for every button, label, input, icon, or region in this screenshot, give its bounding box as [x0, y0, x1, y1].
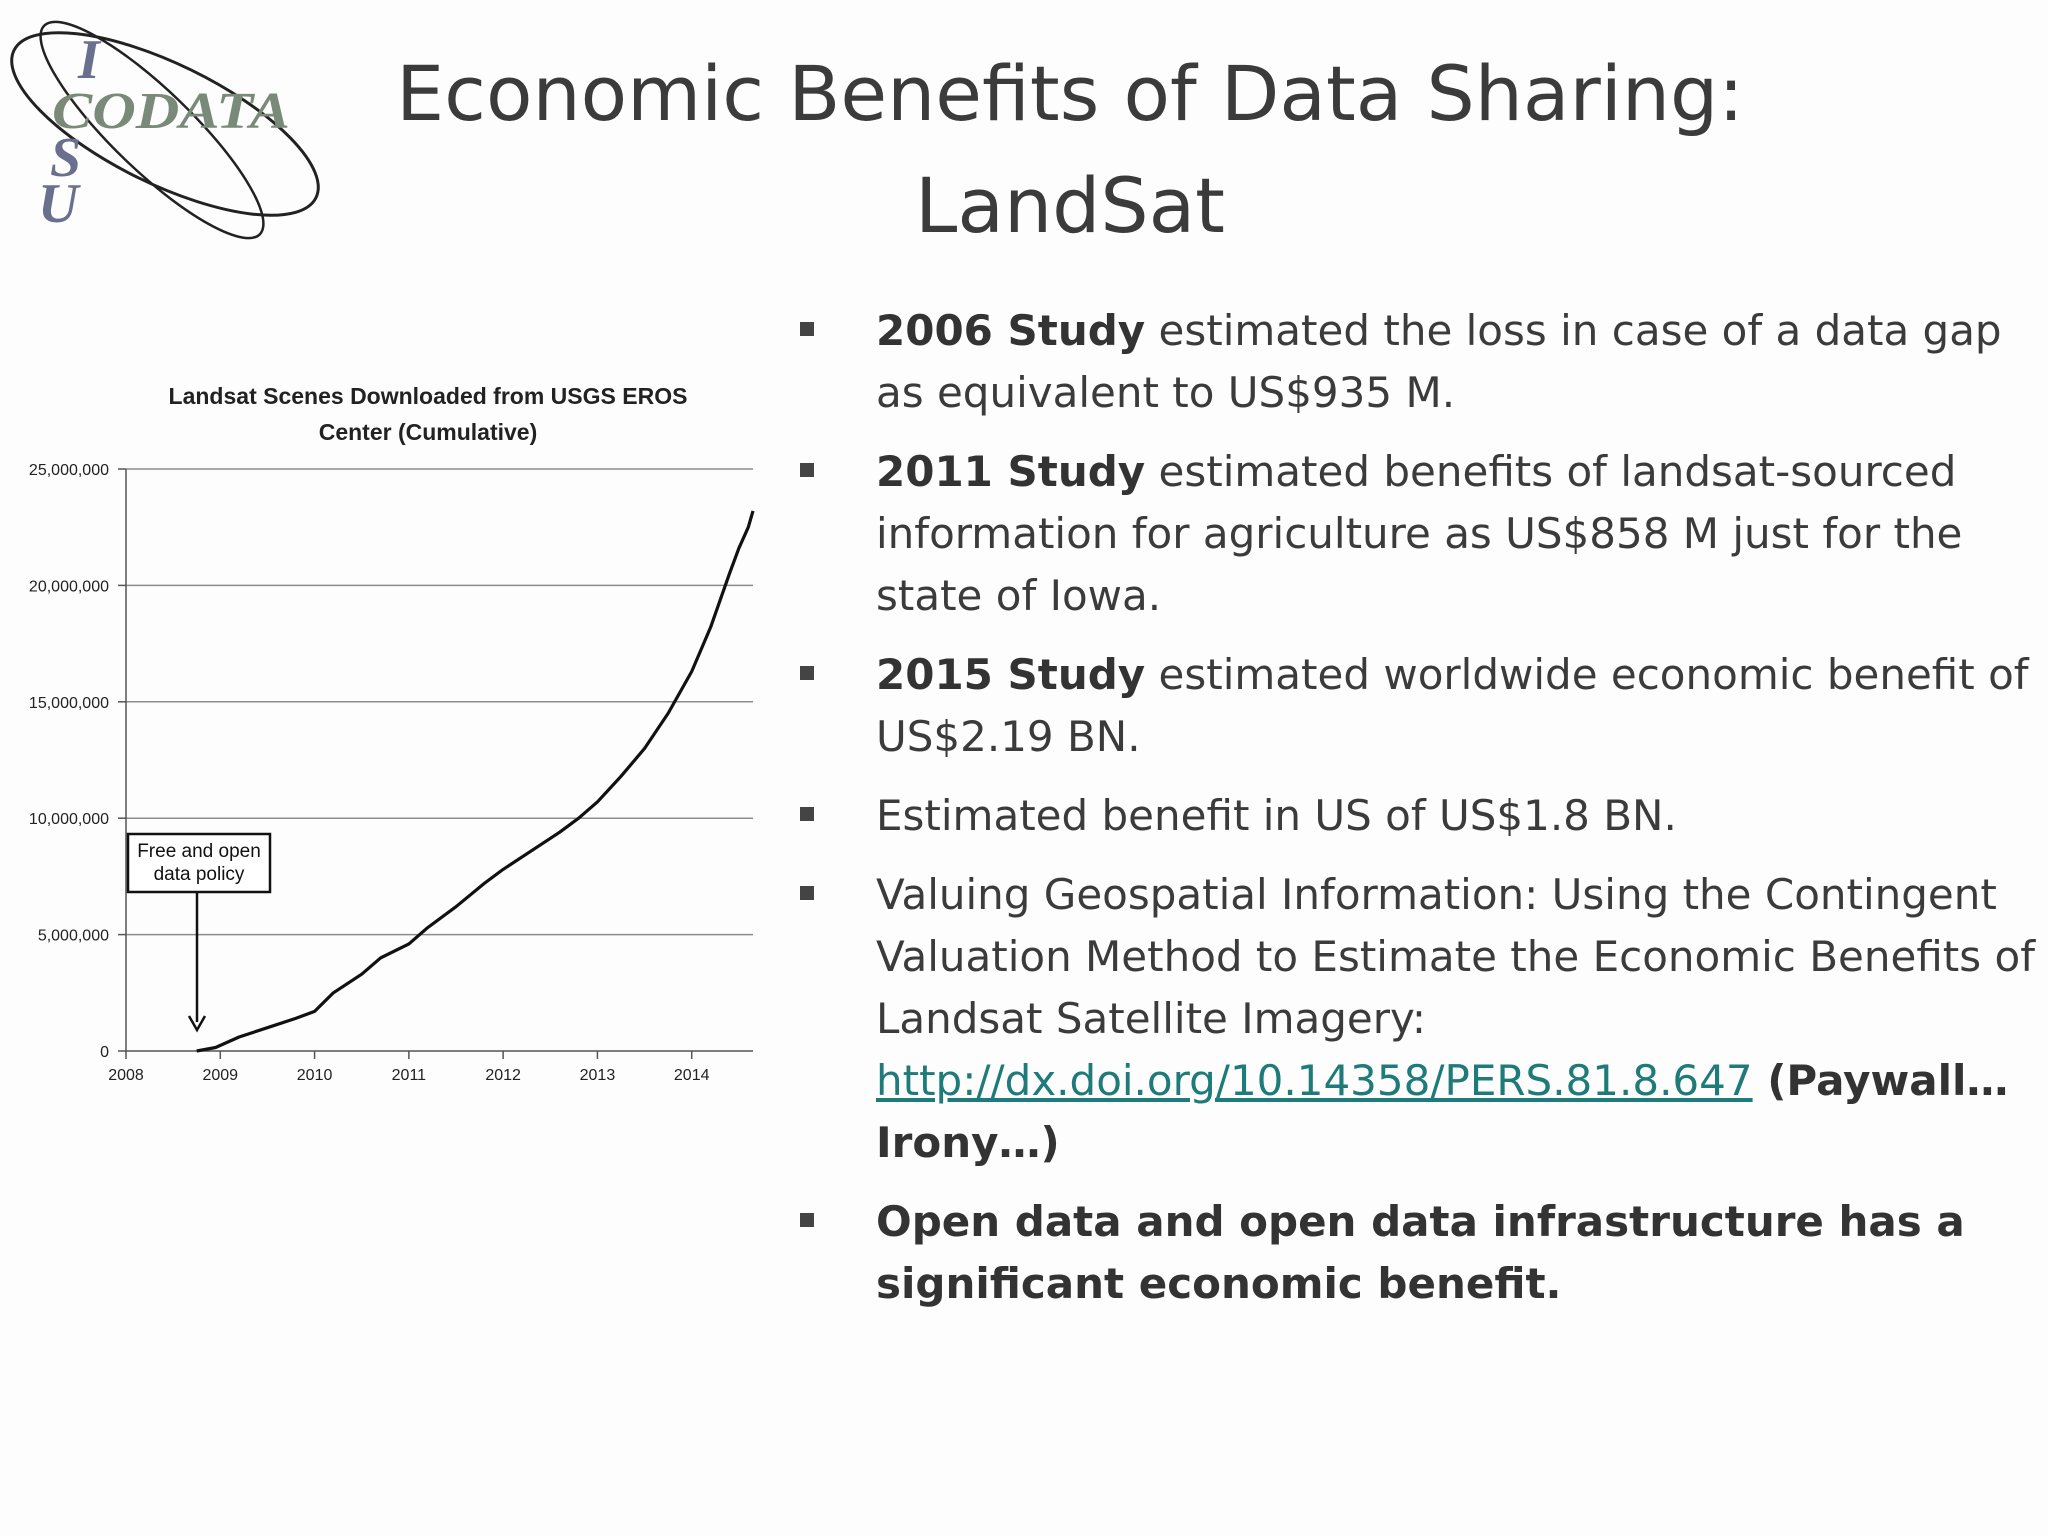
logo-word-codata: CODATA — [52, 83, 290, 140]
annotation-box — [126, 832, 272, 894]
slide-title-line-2: LandSat — [915, 161, 1225, 250]
bullet-bold-suffix: (Paywall… Irony…) — [876, 1056, 2009, 1167]
bullet-text: Valuing Geospatial Information: Using th… — [876, 870, 2035, 1043]
y-tick-label: 0 — [100, 1044, 109, 1061]
annotation-arrow-head — [187, 1015, 207, 1033]
bullet-bold-text: 2015 Study — [876, 650, 1146, 699]
y-axis-tick-labels: 0 5,000,000 10,000,000 15,000,000 20,000,000… — [29, 462, 109, 1061]
bullet-text: estimated the loss in case of a data gap… — [876, 306, 2002, 417]
bullet-marker — [800, 886, 814, 900]
policy-annotation: Free and open data policy — [126, 832, 272, 1033]
codata-isu-logo: I CODATA S U — [10, 20, 320, 240]
bullet-text: estimated worldwide economic benefit of … — [876, 650, 2029, 761]
x-tick-label: 2014 — [674, 1067, 710, 1084]
bullet-marker — [800, 666, 814, 680]
y-tick-label: 20,000,000 — [29, 578, 109, 595]
chart-axes — [118, 468, 753, 1059]
bullet-2011-study: 2011 Study estimated benefits of landsat… — [796, 441, 2036, 627]
bullet-bold-text: Open data and open data infrastructure h… — [876, 1197, 1965, 1308]
chart-title: Landsat Scenes Downloaded from USGS EROS… — [169, 383, 688, 445]
x-tick-label: 2011 — [392, 1067, 427, 1084]
bullet-2015-study: 2015 Study estimated worldwide economic … — [796, 644, 2036, 768]
bullet-marker — [800, 807, 814, 821]
bullet-marker — [800, 1213, 814, 1227]
chart-title-line-2: Center (Cumulative) — [319, 419, 538, 445]
logo-letter-u: U — [38, 173, 81, 235]
bullet-marker — [800, 463, 814, 477]
bullet-2006-study: 2006 Study estimated the loss in case of… — [796, 300, 2036, 424]
bullet-text: estimated benefits of landsat-sourced in… — [876, 447, 1963, 620]
x-tick-label: 2009 — [202, 1067, 238, 1084]
logo-letter-s: S — [50, 127, 81, 189]
bullet-us-benefit: Estimated benefit in US of US$1.8 BN. — [796, 785, 2036, 847]
logo-letter-i: I — [77, 29, 102, 91]
annotation-text-line-2: data policy — [154, 864, 245, 885]
chart-series — [196, 510, 755, 1053]
x-tick-label: 2008 — [108, 1067, 144, 1084]
slide-title: Economic Benefits of Data Sharing: LandS… — [330, 38, 1810, 262]
y-tick-label: 5,000,000 — [38, 928, 109, 945]
logo-orbit-inner — [39, 20, 265, 240]
landsat-downloads-chart: Landsat Scenes Downloaded from USGS EROS… — [29, 383, 755, 1084]
cumulative-downloads-line — [196, 510, 755, 1053]
bullet-bold-text: 2011 Study — [876, 447, 1146, 496]
x-axis-tick-labels: 2008 2009 2010 2011 2012 2013 2014 — [108, 1067, 709, 1084]
bullet-open-data-conclusion: Open data and open data infrastructure h… — [796, 1191, 2036, 1315]
annotation-text-line-1: Free and open — [137, 841, 261, 862]
x-tick-label: 2010 — [297, 1067, 333, 1084]
bullet-text: Estimated benefit in US of US$1.8 BN. — [876, 791, 1677, 840]
slide-title-line-1: Economic Benefits of Data Sharing: — [396, 49, 1744, 138]
bullet-bold-text: 2006 Study — [876, 306, 1146, 355]
chart-gridlines — [126, 468, 753, 936]
benefit-bullet-list: 2006 Study estimated the loss in case of… — [796, 300, 2036, 1332]
doi-link[interactable]: http://dx.doi.org/10.14358/PERS.81.8.647 — [876, 1056, 1753, 1105]
bullet-marker — [800, 322, 814, 336]
y-tick-label: 25,000,000 — [29, 462, 109, 479]
x-tick-label: 2012 — [485, 1067, 521, 1084]
logo-orbit-outer — [10, 31, 320, 217]
bullet-valuing-geospatial: Valuing Geospatial Information: Using th… — [796, 864, 2036, 1174]
chart-title-line-1: Landsat Scenes Downloaded from USGS EROS — [169, 383, 688, 409]
y-tick-label: 15,000,000 — [29, 695, 109, 712]
x-tick-label: 2013 — [580, 1067, 616, 1084]
y-tick-label: 10,000,000 — [29, 811, 109, 828]
